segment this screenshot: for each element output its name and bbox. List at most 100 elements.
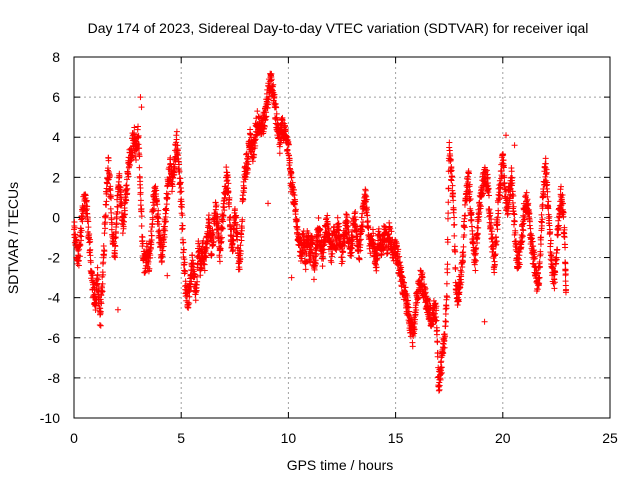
data-point (520, 212, 527, 219)
data-point (479, 191, 486, 198)
data-point (277, 139, 284, 146)
data-point (547, 228, 554, 235)
data-point (421, 284, 428, 291)
data-point (138, 223, 145, 230)
data-point (510, 210, 517, 217)
x-axis-label: GPS time / hours (287, 457, 394, 473)
data-point (543, 169, 550, 176)
data-point (445, 199, 452, 206)
data-point (445, 210, 452, 217)
data-point (241, 174, 248, 181)
data-point (474, 231, 481, 238)
data-point (179, 212, 186, 219)
data-point (500, 157, 507, 164)
data-point (561, 226, 568, 233)
data-point (290, 186, 297, 193)
data-point (230, 237, 237, 244)
data-point (550, 280, 557, 287)
data-point (434, 339, 441, 346)
data-point (271, 91, 278, 98)
data-point (491, 269, 498, 276)
data-point (526, 210, 533, 217)
data-point (133, 156, 140, 163)
data-point (455, 298, 462, 305)
y-tick-label: 2 (52, 169, 60, 185)
data-point (294, 217, 301, 224)
data-point (125, 173, 132, 180)
data-point (164, 195, 171, 202)
data-point (135, 123, 142, 130)
data-point (169, 188, 176, 195)
data-point (268, 70, 275, 77)
data-point (509, 199, 516, 206)
data-point (154, 201, 161, 208)
data-point (518, 244, 525, 251)
data-point (135, 132, 142, 139)
data-point (459, 258, 466, 265)
data-point (136, 153, 143, 160)
data-point (544, 181, 551, 188)
data-point (240, 196, 247, 203)
y-tick-label: 6 (52, 89, 60, 105)
data-point (535, 275, 542, 282)
y-tick-label: 0 (52, 209, 60, 225)
data-point (458, 279, 465, 286)
data-point (443, 280, 450, 287)
data-point (201, 267, 208, 274)
data-point (217, 245, 224, 252)
data-point (265, 101, 272, 108)
data-point (285, 141, 292, 148)
data-point (458, 269, 465, 276)
data-point (86, 231, 93, 238)
data-point (474, 239, 481, 246)
data-point (547, 237, 554, 244)
data-point (176, 168, 183, 175)
data-point (488, 219, 495, 226)
data-point (460, 243, 467, 250)
data-point (338, 254, 345, 261)
data-point (357, 247, 364, 254)
data-point (252, 142, 259, 149)
data-point (177, 179, 184, 186)
data-point (315, 214, 322, 221)
data-point (123, 176, 130, 183)
data-point (497, 182, 504, 189)
data-point (324, 212, 331, 219)
data-point (219, 225, 226, 232)
data-point (186, 293, 193, 300)
data-point (181, 259, 188, 266)
data-point (155, 215, 162, 222)
data-point (223, 164, 230, 171)
data-point (147, 252, 154, 259)
data-point (562, 270, 569, 277)
data-point (341, 239, 348, 246)
data-point (538, 234, 545, 241)
data-point (208, 251, 215, 258)
data-point (114, 306, 121, 313)
data-point (292, 206, 299, 213)
data-point (503, 132, 510, 139)
data-point (442, 333, 449, 340)
data-point (307, 243, 314, 250)
data-point (472, 250, 479, 257)
data-point (265, 200, 272, 207)
data-point (510, 192, 517, 199)
data-point (231, 206, 238, 213)
data-point (101, 230, 108, 237)
data-point (86, 239, 93, 246)
data-point (545, 205, 552, 212)
data-point (546, 213, 553, 220)
data-point (536, 274, 543, 281)
data-point (487, 210, 494, 217)
data-point (242, 173, 249, 180)
data-point (189, 252, 196, 259)
data-point (444, 269, 451, 276)
data-point (495, 199, 502, 206)
data-point (239, 216, 246, 223)
data-point (236, 247, 243, 254)
data-point (180, 246, 187, 253)
data-point (161, 233, 168, 240)
data-point (327, 257, 334, 264)
data-point (484, 174, 491, 181)
data-point (112, 230, 119, 237)
